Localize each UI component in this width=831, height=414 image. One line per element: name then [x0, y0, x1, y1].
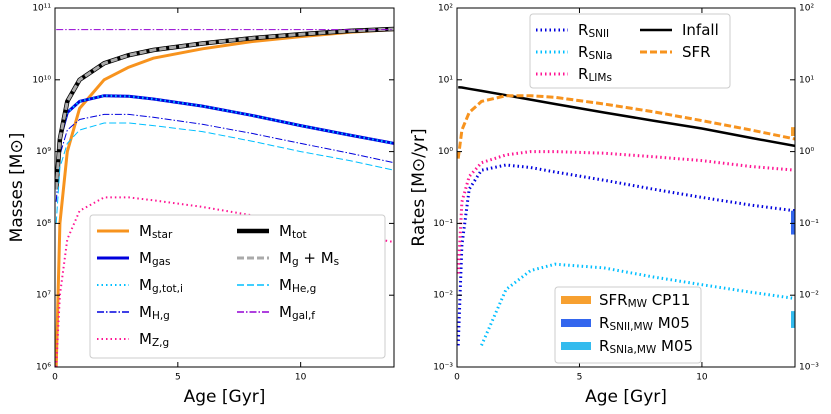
- legend-box: [554, 286, 702, 364]
- y2-tick-label: 10¹: [799, 75, 814, 85]
- x-axis-label: Age [Gyr]: [184, 387, 266, 407]
- y2-tick-label: 10⁻¹: [799, 219, 819, 229]
- y-tick-label: 10⁷: [36, 291, 51, 301]
- legend-label: Mgal,f: [279, 303, 315, 323]
- y-tick-label: 10⁻³: [433, 363, 453, 373]
- x-tick-label: 10: [696, 373, 708, 383]
- y-tick-label: 10⁸: [36, 219, 51, 229]
- panel: 0 5 10 10⁶ 10⁷ 10⁸ 10⁹ 10¹⁰ 10¹¹ Age [Gyr] Masses …: [7, 4, 395, 407]
- legend-label: MZ,g: [139, 330, 169, 350]
- legend-box: [89, 214, 386, 359]
- plot-frame: [54, 7, 395, 368]
- legend-label: RLIMs: [578, 65, 612, 85]
- y-tick-label: 10⁻²: [433, 291, 453, 301]
- legend-label: RSNII,MW M05: [599, 314, 690, 334]
- x-tick-label: 5: [175, 373, 181, 383]
- y-tick-label: 10⁰: [438, 147, 453, 157]
- y-tick-label: 10⁻¹: [433, 219, 453, 229]
- plot-frame: [456, 7, 796, 368]
- y2-tick-label: 10⁻²: [799, 291, 819, 301]
- x-axis-label: Age [Gyr]: [585, 387, 667, 407]
- legend-label: Mg + Ms: [279, 249, 339, 269]
- legend-label: Mg,tot,i: [139, 276, 183, 296]
- y-tick-label: 10¹⁰: [32, 75, 51, 85]
- x-tick-label: 5: [577, 373, 583, 383]
- legend-label: MH,g: [139, 303, 170, 323]
- y-tick-label: 10⁶: [36, 363, 51, 373]
- legend-swatch: [561, 319, 591, 327]
- legend-label: Mstar: [139, 222, 173, 242]
- series-line: [55, 122, 394, 224]
- y-tick-label: 10¹¹: [32, 4, 51, 14]
- y2-tick-label: 10⁻³: [799, 363, 819, 373]
- series-line: [55, 113, 394, 202]
- range-bar: [791, 210, 795, 235]
- legend-label: Infall: [682, 21, 719, 39]
- y-axis-label: Masses [M⊙]: [7, 133, 27, 243]
- legend-label: Mgas: [139, 249, 171, 269]
- y-tick-label: 10¹: [438, 75, 453, 85]
- x-tick-label: 0: [52, 373, 58, 383]
- range-bar: [791, 311, 795, 328]
- legend-label: MHe,g: [279, 276, 316, 296]
- legend-label: RSNIa,MW M05: [599, 337, 693, 357]
- legend-label: SFRMW CP11: [599, 291, 690, 311]
- y2-tick-label: 10⁰: [799, 147, 814, 157]
- y-tick-label: 10⁹: [36, 147, 51, 157]
- series-line: [457, 150, 795, 274]
- panel: 0 5 10 10⁻³ 10⁻² 10⁻¹ 10⁰ 10¹ 10² 10⁻³ 10⁻² 10⁻¹ 10⁰…: [409, 4, 819, 408]
- series-line: [55, 27, 394, 190]
- range-bar: [791, 127, 795, 136]
- y-tick-label: 10²: [438, 4, 453, 14]
- series-line: [55, 94, 394, 190]
- y-axis-label: Rates [M⊙/yr]: [409, 128, 429, 246]
- legend-swatch: [561, 296, 591, 304]
- x-tick-label: 10: [295, 373, 307, 383]
- legend-label: RSNIa: [578, 43, 613, 63]
- legend-label: SFR: [682, 43, 711, 61]
- legend-label: RSNII: [578, 21, 609, 41]
- y2-tick-label: 10²: [799, 4, 814, 14]
- x-tick-label: 0: [454, 373, 460, 383]
- legend-box: [529, 13, 731, 89]
- series-line: [457, 94, 795, 159]
- series-line: [458, 85, 795, 148]
- legend-label: Mtot: [279, 222, 307, 242]
- legend-swatch: [561, 342, 591, 350]
